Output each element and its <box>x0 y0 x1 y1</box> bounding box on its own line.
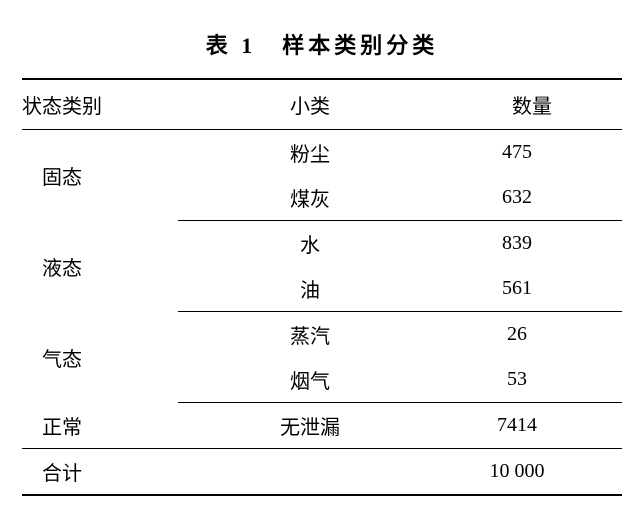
col-header-count: 数量 <box>442 79 622 130</box>
table-row: 液态 水 839 <box>22 221 622 267</box>
cell-total-label: 合计 <box>22 449 178 496</box>
cell-total-sub <box>178 449 442 496</box>
table-row: 正常 无泄漏 7414 <box>22 403 622 449</box>
cell-count: 26 <box>442 312 622 358</box>
cell-subclass: 煤灰 <box>178 175 442 221</box>
cell-subclass: 油 <box>178 266 442 312</box>
cell-category: 正常 <box>22 403 178 449</box>
cell-category: 固态 <box>22 130 178 221</box>
cell-count: 475 <box>442 130 622 176</box>
cell-count: 561 <box>442 266 622 312</box>
cell-count: 632 <box>442 175 622 221</box>
classification-table: 状态类别 小类 数量 固态 粉尘 475 煤灰 632 液态 水 839 油 5… <box>22 78 622 496</box>
table-caption: 表 1 样本类别分类 <box>206 28 439 60</box>
cell-subclass: 烟气 <box>178 357 442 403</box>
cell-subclass: 蒸汽 <box>178 312 442 358</box>
cell-count: 53 <box>442 357 622 403</box>
table-total-row: 合计 10 000 <box>22 449 622 496</box>
table-row: 气态 蒸汽 26 <box>22 312 622 358</box>
cell-category: 液态 <box>22 221 178 312</box>
cell-category: 气态 <box>22 312 178 403</box>
table-header-row: 状态类别 小类 数量 <box>22 79 622 130</box>
cell-subclass: 粉尘 <box>178 130 442 176</box>
col-header-subclass: 小类 <box>178 79 442 130</box>
cell-subclass: 无泄漏 <box>178 403 442 449</box>
table-row: 固态 粉尘 475 <box>22 130 622 176</box>
cell-subclass: 水 <box>178 221 442 267</box>
cell-count: 7414 <box>442 403 622 449</box>
cell-count: 839 <box>442 221 622 267</box>
cell-total-count: 10 000 <box>442 449 622 496</box>
col-header-category: 状态类别 <box>22 79 178 130</box>
